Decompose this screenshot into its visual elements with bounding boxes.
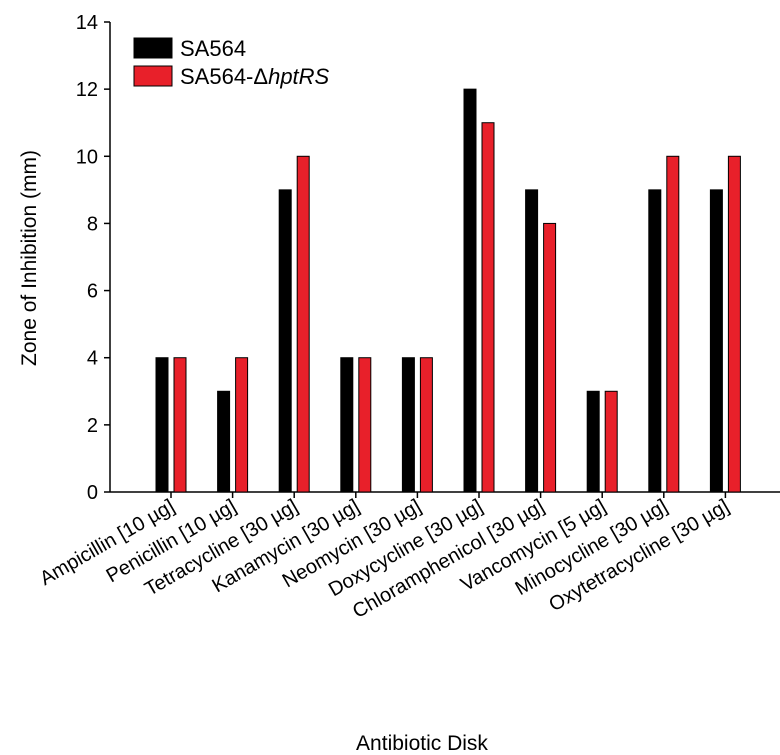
legend-label: SA564 [180, 36, 246, 61]
bar-sa564-1 [217, 390, 231, 493]
bar-sa564-hptrs-1 [235, 357, 249, 493]
legend-label: SA564-ΔhptRS [180, 64, 330, 89]
y-tick-label: 10 [76, 146, 98, 168]
bar-sa564-6 [525, 189, 539, 493]
bar-sa564-hptrs-2 [296, 155, 310, 493]
legend-label-italic: hptRS [268, 64, 329, 89]
y-tick-label: 2 [87, 415, 98, 437]
bar-sa564-7 [586, 390, 600, 493]
legend: SA564 SA564-ΔhptRS [133, 36, 330, 89]
y-tick-label: 4 [87, 348, 98, 370]
y-axis-title: Zone of Inhibition (mm) [18, 150, 41, 366]
bar-sa564-hptrs-8 [666, 155, 680, 493]
y-tick-label: 8 [87, 213, 98, 235]
bar-sa564-hptrs-0 [173, 357, 187, 493]
legend-label-text: SA564-Δ [180, 64, 268, 89]
bar-sa564-4 [401, 357, 415, 493]
bar-sa564-3 [340, 357, 354, 493]
legend-swatch [133, 37, 173, 59]
bar-sa564-8 [648, 189, 662, 493]
bar-sa564-hptrs-6 [543, 222, 557, 493]
bar-sa564-9 [709, 189, 723, 493]
bar-sa564-hptrs-9 [727, 155, 741, 493]
bar-sa564-hptrs-5 [481, 122, 495, 493]
y-tick-label: 0 [87, 482, 98, 504]
bar-sa564-0 [155, 357, 169, 493]
bar-sa564-hptrs-7 [604, 390, 618, 493]
legend-label-text: SA564 [180, 36, 246, 61]
bar-sa564-hptrs-3 [358, 357, 372, 493]
y-tick-label: 12 [76, 79, 98, 101]
bar-sa564-5 [463, 88, 477, 493]
x-axis-title: Antibiotic Disk [356, 732, 488, 755]
y-tick-label: 6 [87, 281, 98, 303]
bar-sa564-2 [278, 189, 292, 493]
bar-sa564-hptrs-4 [419, 357, 433, 493]
y-axis: 0 2 4 6 8 10 12 14 [76, 12, 111, 504]
bars [155, 88, 741, 493]
legend-swatch [133, 65, 173, 87]
x-axis: Ampicillin [10 µg]Penicillin [10 µg]Tetr… [36, 491, 780, 623]
y-tick-label: 14 [76, 12, 98, 34]
